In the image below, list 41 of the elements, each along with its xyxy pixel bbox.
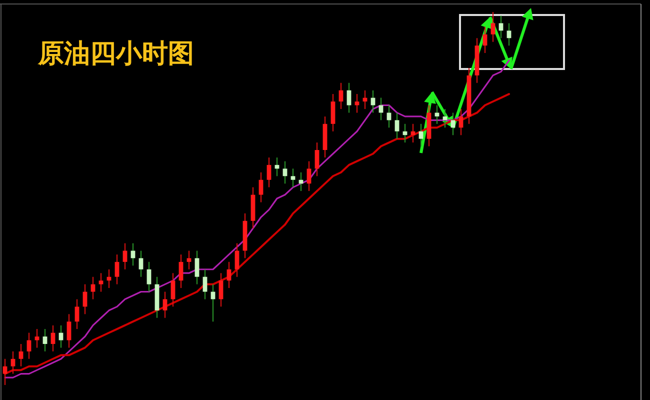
candlestick bbox=[258, 172, 264, 203]
candlestick bbox=[74, 298, 80, 330]
candlestick bbox=[346, 82, 352, 114]
candlestick bbox=[42, 328, 48, 352]
candlestick bbox=[186, 250, 192, 270]
candlestick bbox=[26, 332, 32, 360]
candlestick bbox=[290, 168, 296, 188]
candlestick bbox=[490, 12, 496, 42]
candlestick bbox=[114, 254, 120, 285]
candlestick bbox=[282, 160, 288, 184]
candlestick bbox=[194, 250, 200, 285]
candlestick bbox=[138, 250, 144, 278]
candlestick bbox=[266, 156, 272, 188]
candlestick bbox=[146, 261, 152, 292]
candlestick bbox=[234, 242, 240, 278]
candlestick bbox=[202, 268, 208, 300]
candlestick bbox=[314, 142, 320, 177]
candlestick bbox=[394, 112, 400, 140]
candlestick bbox=[2, 358, 8, 386]
candlestick bbox=[434, 104, 440, 124]
candlestick bbox=[330, 94, 336, 132]
candlestick bbox=[178, 254, 184, 289]
candlestick bbox=[10, 350, 16, 374]
candlestick bbox=[418, 123, 424, 147]
candlestick bbox=[450, 112, 456, 136]
candlestick bbox=[498, 15, 504, 39]
candlestick bbox=[218, 272, 224, 308]
candlestick bbox=[306, 160, 312, 192]
title: 原油四小时图 bbox=[38, 39, 194, 69]
candlestick bbox=[122, 242, 128, 270]
candlestick bbox=[354, 94, 360, 114]
candlestick bbox=[386, 104, 392, 128]
candlestick bbox=[66, 314, 72, 348]
candlestick bbox=[162, 291, 168, 318]
candlestick bbox=[170, 272, 176, 308]
candlestick bbox=[18, 343, 24, 367]
candlestick bbox=[98, 272, 104, 292]
candlestick bbox=[370, 90, 376, 114]
candlestick bbox=[130, 242, 136, 266]
candlestick bbox=[506, 22, 512, 46]
candlestick bbox=[90, 276, 96, 300]
